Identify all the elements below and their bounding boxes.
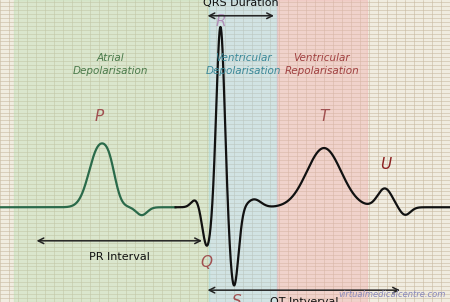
Text: T: T (320, 109, 328, 124)
Text: U: U (381, 157, 392, 172)
Bar (277, 0, 367, 302)
Text: P: P (94, 109, 104, 124)
Text: PR Interval: PR Interval (89, 252, 150, 262)
Text: virtualmedicalcentre.com: virtualmedicalcentre.com (338, 290, 446, 299)
Text: Ventricular
Depolarisation: Ventricular Depolarisation (205, 53, 281, 76)
Bar (14, 0, 209, 302)
Text: Q: Q (200, 255, 212, 270)
Text: S: S (231, 294, 241, 302)
Text: QRS Duration: QRS Duration (203, 0, 279, 8)
Text: Ventricular
Repolarisation: Ventricular Repolarisation (284, 53, 359, 76)
Text: Atrial
Depolarisation: Atrial Depolarisation (72, 53, 148, 76)
Text: R: R (215, 14, 226, 29)
Text: QT Intverval: QT Intverval (270, 297, 338, 302)
Bar (209, 0, 277, 302)
